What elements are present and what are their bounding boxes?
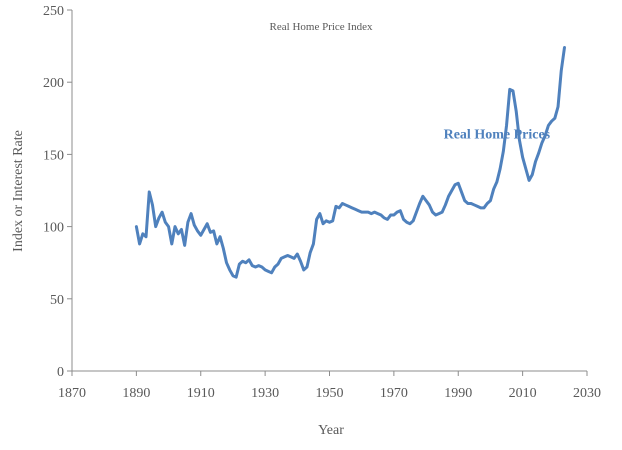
x-tick-label: 2030 bbox=[573, 386, 601, 401]
axes: 1870 1890 1910 1930 1950 1970 1990 2010 2030 0 50… bbox=[43, 4, 601, 401]
series-line-real-home-prices bbox=[134, 46, 566, 279]
x-tick-label: 1950 bbox=[316, 386, 344, 401]
y-axis-ticks: 0 50 100 150 200 250 bbox=[43, 4, 72, 380]
y-tick-label: 200 bbox=[43, 76, 64, 91]
x-tick-label: 1910 bbox=[187, 386, 215, 401]
series-layer bbox=[134, 46, 566, 279]
chart-title: Real Home Price Index bbox=[270, 21, 373, 33]
y-tick-label: 250 bbox=[43, 4, 64, 19]
y-tick-label: 0 bbox=[57, 365, 64, 380]
x-tick-label: 1870 bbox=[58, 386, 86, 401]
x-tick-label: 2010 bbox=[509, 386, 537, 401]
y-axis-label: Index or Interest Rate bbox=[11, 130, 26, 252]
y-tick-label: 150 bbox=[43, 148, 64, 163]
x-tick-label: 1970 bbox=[380, 386, 408, 401]
x-tick-label: 1990 bbox=[444, 386, 472, 401]
x-tick-label: 1890 bbox=[122, 386, 150, 401]
x-axis-label: Year bbox=[318, 423, 344, 438]
x-axis-ticks: 1870 1890 1910 1930 1950 1970 1990 2010 2030 bbox=[58, 371, 601, 401]
y-tick-label: 50 bbox=[50, 293, 64, 308]
series-annotation-real-home-prices: Real Home Prices bbox=[444, 128, 551, 143]
y-tick-label: 100 bbox=[43, 221, 64, 236]
x-tick-label: 1930 bbox=[251, 386, 279, 401]
